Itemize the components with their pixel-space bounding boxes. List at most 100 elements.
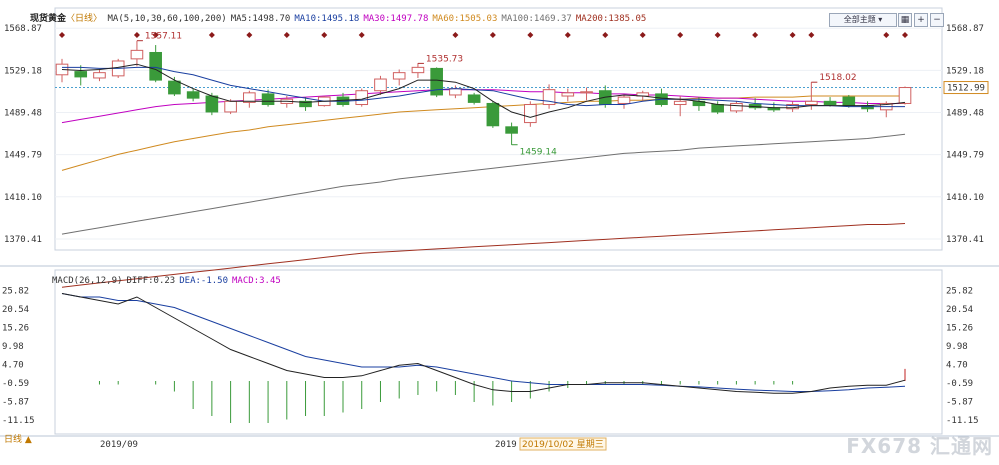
candle-body — [392, 72, 406, 80]
candle-body — [374, 78, 387, 92]
ma-legend-item-0: MA(5,10,30,60,100,200) — [107, 14, 227, 24]
ma-legend-item-1: MA5:1498.70 — [230, 14, 291, 24]
macd-tick-right: -5.87 — [946, 398, 973, 408]
macd-tick-left: -5.87 — [2, 398, 29, 408]
annotation-label: 1535.73 — [426, 54, 463, 64]
candle-body — [205, 95, 219, 113]
event-marker-icon — [677, 32, 684, 38]
event-marker-icon — [752, 32, 759, 38]
macd-tick-left: -11.15 — [2, 416, 35, 426]
annotation-label: 1518.02 — [819, 73, 856, 83]
macd-legend: MACD(26,12,9) DIFF:0.23 DEA:-1.50 MACD:3.45 — [52, 276, 281, 286]
event-marker-icon — [789, 32, 796, 38]
cursor-date-label: 2019/10/02 星期三 — [522, 439, 604, 450]
date-label-left: 2019/09 — [100, 440, 138, 450]
macd-tick-right: -0.59 — [946, 379, 973, 389]
macd-tick-left: 9.98 — [2, 342, 24, 352]
period-tab[interactable]: 日线 ▲ — [4, 435, 32, 445]
period-label: 〈日线〉 — [66, 14, 103, 24]
event-marker-icon — [602, 32, 609, 38]
macd-tick-right: 25.82 — [946, 287, 973, 297]
grid-icon[interactable]: ▦ — [898, 13, 912, 27]
candle-body — [561, 92, 575, 97]
event-marker-icon — [358, 32, 365, 38]
candle-body — [898, 87, 912, 104]
price-tick-left: 1410.10 — [4, 193, 42, 203]
candle-body — [505, 126, 518, 134]
candle-body — [617, 96, 631, 104]
event-marker-icon — [152, 32, 159, 38]
candle-body — [842, 96, 856, 107]
ma-legend-item-4: MA60:1505.03 — [432, 14, 498, 24]
candle-body — [467, 94, 481, 103]
candle-body — [580, 91, 593, 94]
ma100-line — [61, 133, 906, 235]
macd-tick-left: 20.54 — [2, 305, 29, 315]
macd-legend-item-1: DIFF:0.23 — [126, 276, 176, 286]
theme-select-button[interactable]: 全部主题 ▾ — [829, 13, 897, 27]
candle-body — [730, 102, 743, 112]
macd-tick-right: 20.54 — [946, 305, 973, 315]
candle-body — [299, 100, 312, 108]
annotation-label: 1459.14 — [520, 148, 557, 158]
event-marker-icon — [321, 32, 328, 38]
macd-tick-left: -0.59 — [2, 379, 29, 389]
diff-line — [61, 293, 906, 394]
event-marker-icon — [452, 32, 459, 38]
candle-body — [673, 100, 687, 106]
price-tick-right: 1489.48 — [946, 109, 984, 119]
macd-panel-frame — [54, 269, 943, 435]
candle-body — [130, 49, 144, 60]
macd-tick-left: 4.70 — [2, 361, 24, 371]
symbol-title: 现货黄金 — [30, 14, 67, 24]
macd-legend-item-3: MACD:3.45 — [232, 276, 281, 286]
candle-body — [542, 89, 556, 106]
cursor-date-box — [519, 437, 607, 451]
macd-tick-left: 15.26 — [2, 324, 29, 334]
macd-legend-item-0: MACD(26,12,9) — [52, 276, 123, 286]
event-marker-icon — [59, 32, 65, 38]
zoom-in-icon[interactable]: + — [914, 13, 928, 27]
event-marker-icon — [489, 32, 496, 38]
macd-tick-right: -11.15 — [946, 416, 979, 426]
event-marker-icon — [208, 32, 215, 38]
candle-body — [430, 67, 443, 96]
macd-legend-items: MACD(26,12,9) DIFF:0.23 DEA:-1.50 MACD:3.45 — [52, 276, 281, 286]
event-marker-icon — [283, 32, 290, 38]
ma200-line — [61, 223, 906, 288]
price-tick-right: 1568.87 — [946, 24, 984, 34]
macd-tick-right: 9.98 — [946, 342, 968, 352]
event-marker-icon — [527, 32, 534, 38]
ma-legend-item-2: MA10:1495.18 — [294, 14, 360, 24]
ma5-line — [61, 63, 906, 118]
event-marker-icon — [714, 32, 721, 38]
price-tick-left: 1529.18 — [4, 66, 42, 76]
annotation-label: 1557.11 — [145, 32, 182, 42]
price-tick-left: 1489.48 — [4, 109, 42, 119]
macd-tick-right: 15.26 — [946, 324, 973, 334]
ma-legend-items: MA(5,10,30,60,100,200) MA5:1498.70 MA10:14… — [107, 14, 646, 24]
ma-legend-item-5: MA100:1469.37 — [501, 14, 572, 24]
candle-body — [224, 100, 237, 113]
event-marker-icon — [808, 32, 815, 38]
zoom-out-icon[interactable]: − — [930, 13, 944, 27]
event-marker-icon — [133, 32, 140, 38]
event-marker-icon — [639, 32, 646, 38]
candle-body — [486, 102, 500, 127]
price-tick-left: 1370.41 — [4, 235, 42, 245]
macd-legend-item-2: DEA:-1.50 — [179, 276, 229, 286]
date-label-mid: 2019 — [495, 440, 517, 450]
candle-body — [711, 104, 724, 113]
price-tick-right: 1529.18 — [946, 66, 984, 76]
price-panel-frame — [54, 7, 943, 251]
ma-legend: 现货黄金〈日线〉 MA(5,10,30,60,100,200) MA5:1498.… — [30, 11, 646, 24]
current-price-label: 1512.99 — [947, 84, 985, 94]
price-tick-left: 1568.87 — [4, 24, 42, 34]
watermark-logo: FX678 汇通网 — [846, 434, 993, 458]
candle-body — [149, 51, 162, 81]
candle-body — [805, 100, 818, 106]
candle-body — [261, 93, 275, 106]
candle-body — [74, 71, 88, 78]
price-tick-right: 1449.79 — [946, 151, 984, 161]
